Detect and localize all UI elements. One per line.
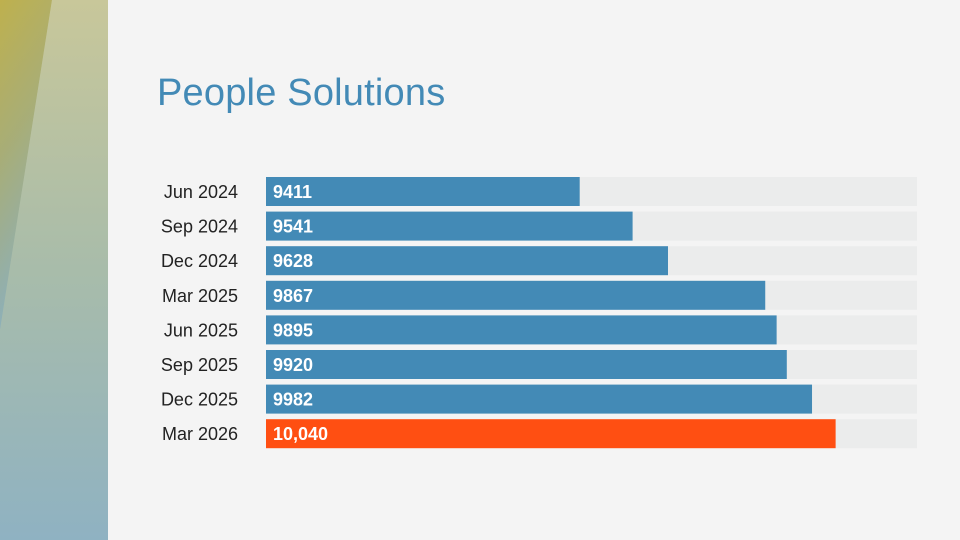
category-label: Sep 2025 [161, 355, 238, 375]
category-label: Mar 2025 [162, 286, 238, 306]
category-label: Dec 2024 [161, 251, 238, 271]
value-label: 9895 [273, 320, 313, 340]
value-label: 9982 [273, 390, 313, 410]
value-label: 9867 [273, 286, 313, 306]
category-label: Sep 2024 [161, 217, 238, 237]
value-label: 9628 [273, 251, 313, 271]
category-label: Jun 2025 [164, 320, 238, 340]
category-label: Dec 2025 [161, 390, 238, 410]
bar [266, 246, 668, 276]
decorative-side-band [0, 0, 108, 540]
bar [266, 280, 766, 310]
value-label: 9411 [273, 182, 312, 202]
value-label: 9541 [273, 217, 313, 237]
bar [266, 384, 813, 414]
category-label: Jun 2024 [164, 182, 238, 202]
value-label: 10,040 [273, 424, 328, 444]
page-title: People Solutions [157, 72, 446, 114]
bar-highlight [266, 419, 836, 449]
bar [266, 211, 633, 241]
bar [266, 177, 580, 206]
category-label: Mar 2026 [162, 424, 238, 444]
bar [266, 350, 787, 379]
bar [266, 315, 777, 345]
value-label: 9920 [273, 355, 313, 375]
